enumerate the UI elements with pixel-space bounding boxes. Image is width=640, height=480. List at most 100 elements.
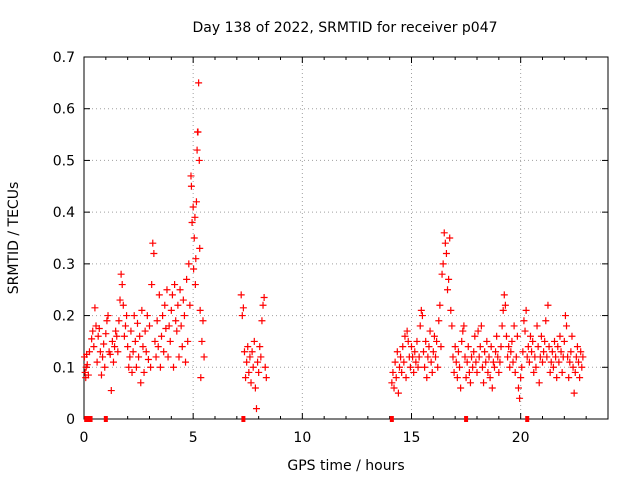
data-point <box>465 368 473 376</box>
data-point <box>113 332 121 340</box>
data-point <box>458 337 466 345</box>
data-point <box>428 368 436 376</box>
data-point <box>388 379 396 387</box>
data-point <box>540 348 548 356</box>
data-point <box>575 358 583 366</box>
data-point <box>147 363 155 371</box>
data-point <box>391 358 399 366</box>
data-point <box>197 374 205 382</box>
data-point <box>541 337 549 345</box>
data-point <box>146 322 153 330</box>
data-point <box>187 182 195 190</box>
data-point <box>577 348 585 356</box>
data-point <box>117 270 125 278</box>
data-point <box>401 332 409 340</box>
data-point <box>437 343 445 351</box>
data-point <box>184 337 192 345</box>
data-point <box>154 343 162 351</box>
data-point <box>137 379 145 387</box>
y-tick-label: 0.2 <box>53 309 75 325</box>
y-tick-label: 0.1 <box>53 360 75 376</box>
data-point <box>511 368 519 376</box>
data-point <box>262 374 270 382</box>
data-point <box>252 405 260 413</box>
data-point <box>454 348 462 356</box>
data-point <box>497 343 505 351</box>
data-point <box>421 363 429 371</box>
data-point <box>243 358 251 366</box>
data-point <box>445 275 453 283</box>
grid <box>84 57 608 419</box>
data-point <box>460 322 468 330</box>
x-tick-label: 10 <box>293 430 311 446</box>
data-point <box>261 363 269 371</box>
data-point <box>528 348 536 356</box>
data-point <box>390 384 398 392</box>
data-point <box>566 358 574 366</box>
data-point <box>473 368 481 376</box>
data-point <box>471 332 479 340</box>
data-point <box>136 332 144 340</box>
data-point <box>84 371 92 379</box>
data-point <box>470 348 478 356</box>
data-point <box>168 291 176 299</box>
data-point <box>167 306 175 314</box>
data-point <box>156 363 164 371</box>
data-point <box>183 275 191 283</box>
data-point <box>567 348 575 356</box>
gap-marker <box>88 416 93 422</box>
data-point <box>119 301 127 309</box>
data-point <box>199 317 207 325</box>
data-point <box>513 332 521 340</box>
axis-ticks: 0 5 10 15 20 0 0.1 0.2 0.3 0.4 0.5 0.6 0.7 <box>53 50 608 446</box>
data-point <box>563 322 571 330</box>
data-point <box>462 374 470 382</box>
data-point <box>522 306 530 314</box>
data-point <box>395 363 403 371</box>
data-point <box>487 343 495 351</box>
y-tick-label: 0.4 <box>53 205 75 221</box>
data-point <box>423 374 431 382</box>
data-point <box>418 312 426 320</box>
data-point <box>121 322 129 330</box>
data-point <box>173 327 181 335</box>
data-point <box>430 332 438 340</box>
gap-marker <box>525 416 530 422</box>
data-point <box>505 343 513 351</box>
data-point <box>240 348 248 356</box>
data-point <box>576 374 584 382</box>
data-point <box>545 343 553 351</box>
y-tick-label: 0.6 <box>53 102 75 118</box>
data-point <box>139 343 147 351</box>
gap-marker <box>84 416 89 422</box>
data-point <box>435 317 443 325</box>
data-point <box>112 327 120 335</box>
data-point <box>160 348 168 356</box>
data-point <box>159 312 167 320</box>
data-point <box>402 374 410 382</box>
data-point <box>247 379 255 387</box>
data-point <box>89 327 97 335</box>
data-point <box>255 368 263 376</box>
gap-marker <box>389 416 394 422</box>
data-point <box>482 358 490 366</box>
data-point <box>422 337 430 345</box>
data-point <box>440 229 448 237</box>
data-point <box>456 363 464 371</box>
data-point <box>504 353 512 361</box>
data-point <box>163 286 171 294</box>
data-point <box>178 343 186 351</box>
data-point <box>120 332 128 340</box>
data-point <box>256 343 264 351</box>
data-point <box>260 293 268 301</box>
data-point <box>398 368 406 376</box>
data-point <box>135 353 143 361</box>
data-point <box>88 335 96 343</box>
data-point <box>476 343 484 351</box>
data-point <box>180 312 188 320</box>
data-point <box>195 156 203 164</box>
data-point <box>127 327 135 335</box>
data-point <box>499 306 507 314</box>
data-point <box>165 322 173 330</box>
data-point <box>570 389 578 397</box>
